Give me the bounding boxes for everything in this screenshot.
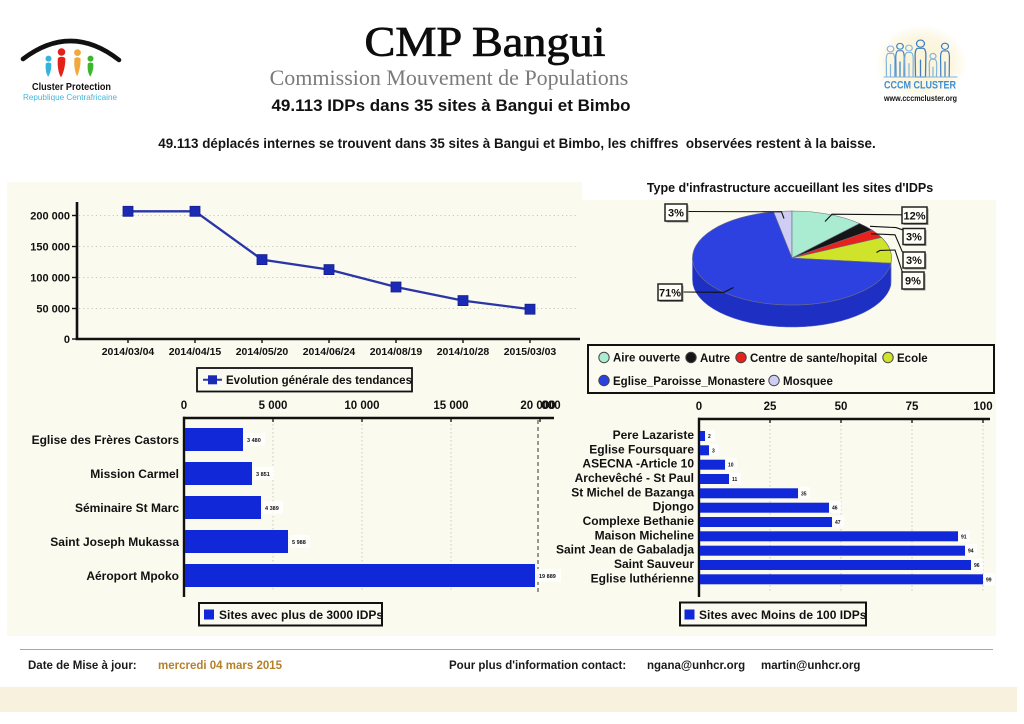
svg-text:11: 11 <box>732 477 738 483</box>
svg-text:Mosquee: Mosquee <box>783 376 833 388</box>
svg-text:Maison Micheline: Maison Micheline <box>595 528 695 542</box>
svg-text:19 889: 19 889 <box>539 574 556 580</box>
svg-text:000: 000 <box>541 400 560 412</box>
svg-text:Saint Jean de Gabaladja: Saint Jean de Gabaladja <box>556 543 694 557</box>
svg-text:5 000: 5 000 <box>259 400 288 412</box>
svg-text:96: 96 <box>974 563 980 569</box>
svg-text:71%: 71% <box>659 288 681 300</box>
svg-text:2015/03/03: 2015/03/03 <box>504 346 557 358</box>
svg-text:12%: 12% <box>903 211 925 223</box>
svg-text:Ecole: Ecole <box>897 353 928 365</box>
svg-text:CCCM CLUSTER: CCCM CLUSTER <box>884 80 956 92</box>
svg-text:Aéroport Mpoko: Aéroport Mpoko <box>86 569 179 583</box>
svg-text:200 000: 200 000 <box>30 211 70 223</box>
svg-text:4 389: 4 389 <box>265 506 279 512</box>
svg-text:94: 94 <box>968 549 974 555</box>
svg-text:www.cccmcluster.org: www.cccmcluster.org <box>883 94 957 103</box>
svg-text:Séminaire St Marc: Séminaire St Marc <box>75 501 179 515</box>
svg-text:Eglise des Frères Castors: Eglise des Frères Castors <box>32 433 180 447</box>
svg-text:2: 2 <box>708 434 711 440</box>
svg-text:99: 99 <box>986 577 992 583</box>
svg-text:Eglise_Paroisse_Monastere: Eglise_Paroisse_Monastere <box>613 376 765 388</box>
svg-text:0: 0 <box>181 400 187 412</box>
svg-text:2014/03/04: 2014/03/04 <box>102 346 155 358</box>
svg-text:Pere Lazariste: Pere Lazariste <box>613 428 695 442</box>
svg-text:St Michel de Bazanga: St Michel de Bazanga <box>571 485 694 499</box>
svg-text:2014/08/19: 2014/08/19 <box>370 346 423 358</box>
svg-text:15 000: 15 000 <box>433 400 468 412</box>
svg-text:20 000: 20 000 <box>520 400 555 412</box>
svg-text:25: 25 <box>764 401 777 413</box>
svg-text:50 000: 50 000 <box>36 304 70 316</box>
svg-text:Sites avec Moins de 100 IDPs: Sites avec Moins de 100 IDPs <box>699 608 867 622</box>
svg-text:Eglise luthérienne: Eglise luthérienne <box>591 571 695 585</box>
svg-text:0: 0 <box>696 401 702 413</box>
svg-text:Complexe Bethanie: Complexe Bethanie <box>583 514 695 528</box>
svg-text:Cluster Protection: Cluster Protection <box>32 82 111 93</box>
svg-text:91: 91 <box>961 534 967 540</box>
svg-text:Centre de sante/hopital: Centre de sante/hopital <box>750 353 877 365</box>
svg-text:Sites avec plus de 3000 IDPs: Sites avec plus de 3000 IDPs <box>219 608 383 622</box>
svg-text:35: 35 <box>801 491 807 497</box>
svg-text:10: 10 <box>728 463 734 469</box>
svg-text:100 000: 100 000 <box>30 273 70 285</box>
svg-text:3 851: 3 851 <box>256 472 270 478</box>
svg-text:Saint Joseph Mukassa: Saint Joseph Mukassa <box>50 535 179 549</box>
svg-text:Djongo: Djongo <box>653 500 694 514</box>
svg-text:5 988: 5 988 <box>292 540 306 546</box>
svg-text:Eglise Foursquare: Eglise Foursquare <box>589 442 694 456</box>
svg-text:2014/10/28: 2014/10/28 <box>437 346 490 358</box>
svg-text:50: 50 <box>835 401 848 413</box>
svg-text:2014/06/24: 2014/06/24 <box>303 346 356 358</box>
svg-text:47: 47 <box>835 520 841 526</box>
svg-text:Aire ouverte: Aire ouverte <box>613 353 680 365</box>
svg-text:75: 75 <box>906 401 919 413</box>
svg-text:10 000: 10 000 <box>344 400 379 412</box>
svg-text:Type d'infrastructure accueill: Type d'infrastructure accueillant les si… <box>647 181 933 195</box>
svg-text:3 480: 3 480 <box>247 438 261 444</box>
svg-text:3%: 3% <box>906 232 922 244</box>
svg-text:Saint Sauveur: Saint Sauveur <box>614 557 694 571</box>
svg-text:Autre: Autre <box>700 353 730 365</box>
svg-text:46: 46 <box>832 506 838 512</box>
svg-text:3: 3 <box>712 448 715 454</box>
svg-text:Mission Carmel: Mission Carmel <box>90 467 179 481</box>
svg-text:2014/05/20: 2014/05/20 <box>236 346 289 358</box>
svg-text:9%: 9% <box>905 276 921 288</box>
svg-text:Evolution générale des tendanc: Evolution générale des tendances <box>226 375 412 387</box>
svg-text:Archevêché - St Paul: Archevêché - St Paul <box>575 471 694 485</box>
svg-text:0: 0 <box>64 334 70 346</box>
svg-text:3%: 3% <box>668 208 684 220</box>
svg-text:Republique Centrafricaine: Republique Centrafricaine <box>23 93 117 102</box>
svg-text:150 000: 150 000 <box>30 242 70 254</box>
svg-text:2014/04/15: 2014/04/15 <box>169 346 222 358</box>
svg-text:ASECNA -Article 10: ASECNA -Article 10 <box>582 457 694 471</box>
svg-text:100: 100 <box>973 401 992 413</box>
svg-text:3%: 3% <box>906 255 922 267</box>
